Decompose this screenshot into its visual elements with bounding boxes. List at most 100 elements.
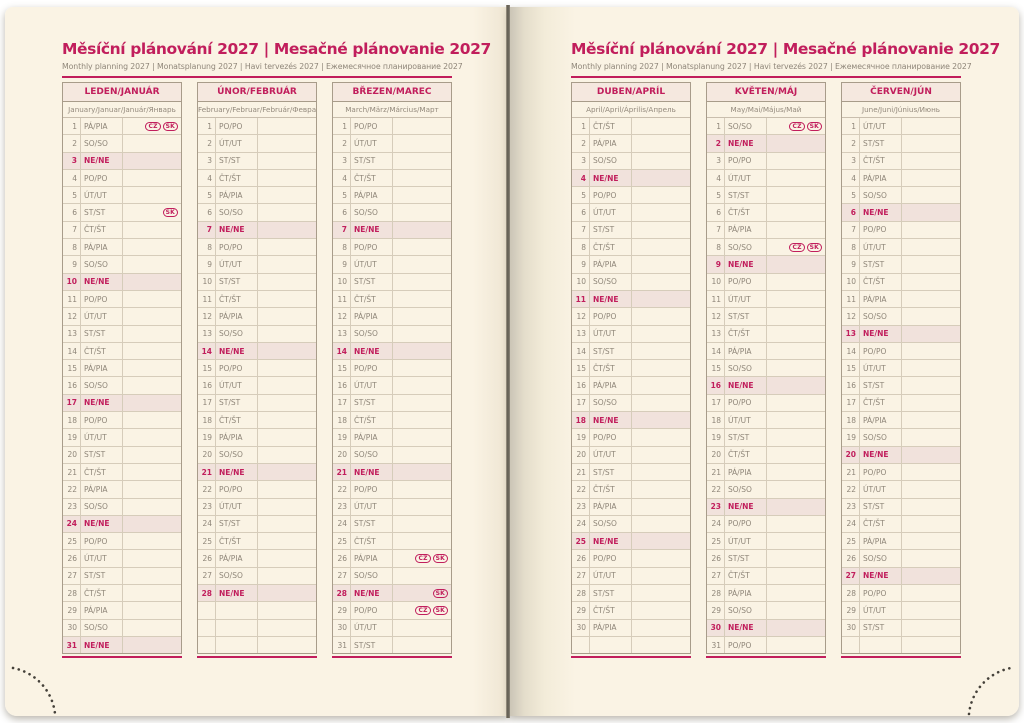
day-abbrev: ÚT/UT	[860, 602, 902, 619]
day-number: 8	[198, 239, 216, 256]
day-notes-cell	[258, 326, 316, 342]
holiday-badge-cz: CZ	[789, 121, 805, 131]
day-row: 10 NE/NE	[63, 273, 181, 291]
day-number: 4	[842, 169, 860, 187]
day-number	[198, 602, 216, 619]
day-notes-cell: CZ SK	[767, 239, 825, 255]
day-number: 13	[842, 325, 860, 342]
day-row: 26 ÚT/UT	[63, 550, 181, 568]
day-notes-cell	[767, 637, 825, 653]
day-number: 2	[333, 135, 351, 152]
left-page: Měsíční plánování 2027 | Mesačné plánova…	[5, 7, 508, 716]
day-abbrev: PO/PO	[725, 636, 767, 654]
day-abbrev: ST/ST	[216, 515, 258, 533]
day-row: 22 PO/PO	[333, 481, 451, 499]
day-notes-cell	[123, 377, 181, 393]
day-row: 15 PO/PO	[333, 360, 451, 378]
day-notes-cell	[258, 568, 316, 584]
day-number: 7	[842, 221, 860, 239]
day-number: 15	[572, 360, 590, 377]
day-abbrev: ST/ST	[725, 550, 767, 567]
day-number: 1	[63, 118, 81, 135]
day-number: 16	[842, 377, 860, 394]
day-row: 27 ÚT/UT	[572, 567, 690, 586]
day-row: 21 ČT/ŠT	[63, 463, 181, 482]
day-number: 14	[333, 342, 351, 360]
day-number: 28	[572, 585, 590, 602]
day-row: 4 PO/PO	[63, 169, 181, 188]
day-row: 25 PÁ/PIA	[842, 533, 960, 551]
day-abbrev: NE/NE	[81, 394, 123, 412]
day-number: 10	[707, 273, 725, 290]
day-abbrev: SO/SO	[725, 602, 767, 619]
day-notes-cell	[902, 326, 960, 342]
day-row: 14 ČT/ŠT	[63, 342, 181, 361]
day-abbrev: PÁ/PIA	[590, 135, 632, 152]
day-row: 28 NE/NE SK	[333, 585, 451, 603]
day-abbrev: PÁ/PIA	[860, 169, 902, 187]
day-abbrev: ÚT/UT	[351, 498, 393, 515]
day-abbrev: PO/PO	[216, 481, 258, 498]
day-abbrev: PÁ/PIA	[860, 290, 902, 308]
day-row: 3 ČT/ŠT	[842, 152, 960, 170]
day-number: 29	[572, 602, 590, 619]
day-notes-cell	[902, 274, 960, 290]
day-abbrev: SO/SO	[216, 446, 258, 463]
day-notes-cell	[393, 395, 451, 411]
day-number: 21	[198, 463, 216, 481]
day-notes-cell	[902, 118, 960, 134]
day-abbrev	[216, 602, 258, 619]
day-notes-cell	[632, 464, 690, 480]
day-number: 25	[63, 533, 81, 550]
day-notes-cell	[258, 377, 316, 393]
day-notes-cell: SK	[393, 585, 451, 601]
day-number: 9	[707, 256, 725, 273]
corner-stitching-decoration	[967, 666, 1013, 716]
day-notes-cell	[258, 429, 316, 445]
day-abbrev: NE/NE	[725, 619, 767, 636]
day-notes-cell	[258, 170, 316, 186]
day-notes-cell	[767, 602, 825, 618]
day-row: 15 ČT/ŠT	[572, 360, 690, 378]
day-number: 21	[707, 463, 725, 481]
day-row: 2 PÁ/PIA	[572, 135, 690, 153]
day-number: 24	[63, 515, 81, 533]
month-table: KVĚTEN/MÁJ May/Mai/Május/Май 1 SO/SO CZ SK 2 NE…	[706, 82, 826, 655]
day-number: 26	[572, 550, 590, 567]
day-number: 18	[198, 412, 216, 429]
day-row: 18 ČT/ŠT	[198, 412, 316, 430]
day-abbrev: PÁ/PIA	[216, 308, 258, 325]
day-row: 23 NE/NE	[707, 498, 825, 516]
day-row: 1 SO/SO CZ SK	[707, 118, 825, 136]
month-table: BŘEZEN/MAREC March/März/Március/Март 1 PO/P…	[332, 82, 452, 655]
day-row: 11 ČT/ŠT	[198, 290, 316, 309]
day-notes-cell: CZ SK	[393, 550, 451, 566]
day-row: 4 PÁ/PIA	[842, 169, 960, 188]
day-row: 3 NE/NE	[63, 152, 181, 170]
day-notes-cell	[632, 377, 690, 393]
day-abbrev: PÁ/PIA	[81, 239, 123, 256]
page-title: Měsíční plánování 2027 | Mesačné plánova…	[571, 40, 1000, 58]
day-row: 15 SO/SO	[707, 360, 825, 378]
day-number: 8	[572, 239, 590, 256]
month-day-grid: 1 PO/PO 2 ÚT/UT 3 ST/ST 4 ČT/ŠT 5 PÁ/PIA 6 SO/SO 7 NE…	[333, 118, 451, 654]
day-abbrev: PO/PO	[590, 308, 632, 325]
day-abbrev: NE/NE	[725, 498, 767, 515]
day-notes-cell	[902, 447, 960, 463]
day-row: 4 ÚT/UT	[707, 169, 825, 188]
day-number: 23	[333, 498, 351, 515]
day-number: 26	[63, 550, 81, 567]
day-number: 24	[198, 515, 216, 533]
day-row: 2 ST/ST	[842, 135, 960, 153]
day-row: 5 ST/ST	[707, 187, 825, 205]
day-abbrev: ST/ST	[351, 394, 393, 412]
day-row: 8 PÁ/PIA	[63, 239, 181, 257]
day-abbrev: ST/ST	[351, 273, 393, 290]
day-abbrev: ČT/ŠT	[860, 394, 902, 412]
day-notes-cell	[123, 429, 181, 445]
day-number: 31	[707, 636, 725, 654]
day-abbrev: SO/SO	[351, 567, 393, 585]
day-abbrev: PÁ/PIA	[216, 550, 258, 567]
day-notes-cell	[393, 343, 451, 359]
day-number: 5	[198, 187, 216, 204]
